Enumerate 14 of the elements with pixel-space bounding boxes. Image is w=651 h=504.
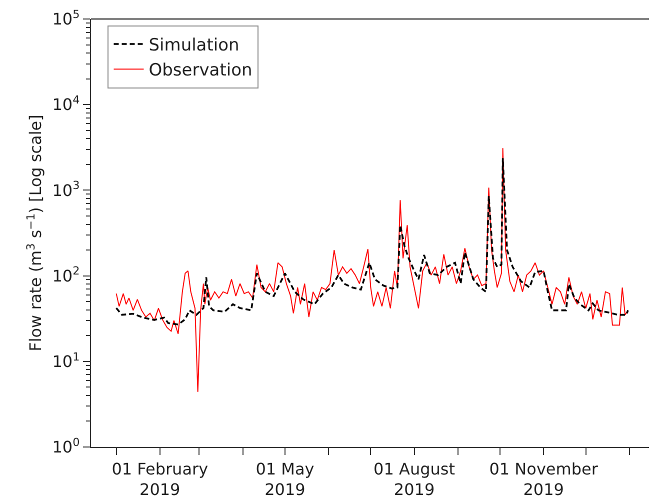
line-series: [116, 148, 628, 392]
y-tick-label: 10$^{3}$: [52, 179, 80, 200]
x-tick-label: 01 August 2019: [374, 459, 455, 500]
y-tick-label: 10$^{5}$: [52, 8, 80, 29]
legend-label: Observation: [148, 60, 252, 81]
legend-label: Simulation: [148, 36, 240, 56]
y-tick-label: 10$^{2}$: [52, 264, 80, 286]
x-tick-label: 01 May 2019: [256, 459, 314, 500]
y-tick-label: 10$^{1}$: [52, 350, 80, 371]
x-tick-label: 01 February 2019: [112, 459, 208, 500]
x-tick-label: 01 November 2019: [489, 459, 598, 500]
line-series: [115, 157, 629, 326]
y-tick-label: 10$^{0}$: [52, 436, 80, 457]
y-tick-label: 10$^{4}$: [52, 93, 80, 114]
